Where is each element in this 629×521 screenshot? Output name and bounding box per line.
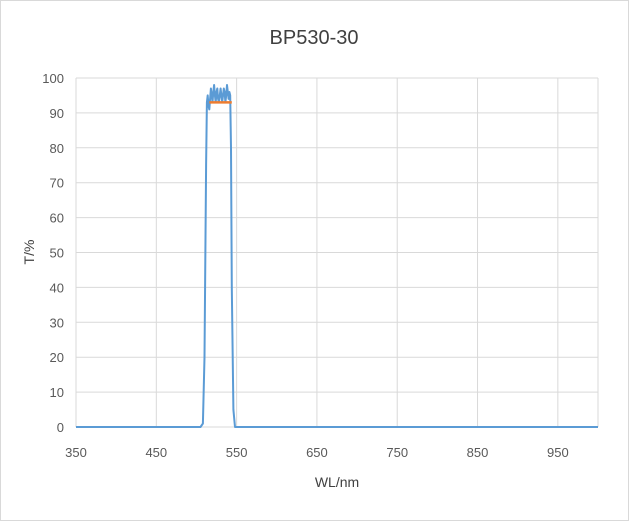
y-tick-label-9: 90: [50, 106, 64, 121]
y-axis-label: T/%: [21, 240, 37, 265]
grid: [75, 77, 599, 428]
x-tick-label-5: 850: [467, 445, 489, 460]
y-tick-label-0: 0: [57, 420, 64, 435]
x-tick-label-0: 350: [65, 445, 87, 460]
series-line-0: [76, 84, 598, 428]
x-tick-label-4: 750: [386, 445, 408, 460]
y-tick-label-1: 10: [50, 385, 64, 400]
y-tick-label-6: 60: [50, 211, 64, 226]
series-group: [76, 84, 598, 428]
y-tick-label-5: 50: [50, 246, 64, 261]
x-tick-label-3: 650: [306, 445, 328, 460]
chart-title: BP530-30: [270, 27, 359, 49]
y-tick-label-4: 40: [50, 280, 64, 295]
y-tick-label-3: 30: [50, 315, 64, 330]
y-tick-labels: 0 10 20 30 40 50 60 70 80 90 100: [42, 71, 64, 435]
x-axis-label: WL/nm: [315, 474, 359, 490]
y-tick-label-7: 70: [50, 176, 64, 191]
y-tick-label-8: 80: [50, 141, 64, 156]
y-tick-label-2: 20: [50, 350, 64, 365]
x-tick-label-1: 450: [145, 445, 167, 460]
x-tick-labels: 350 450 550 650 750 850 950: [65, 445, 569, 460]
x-tick-label-6: 950: [547, 445, 569, 460]
x-tick-label-2: 550: [226, 445, 248, 460]
y-tick-label-10: 100: [42, 71, 64, 86]
